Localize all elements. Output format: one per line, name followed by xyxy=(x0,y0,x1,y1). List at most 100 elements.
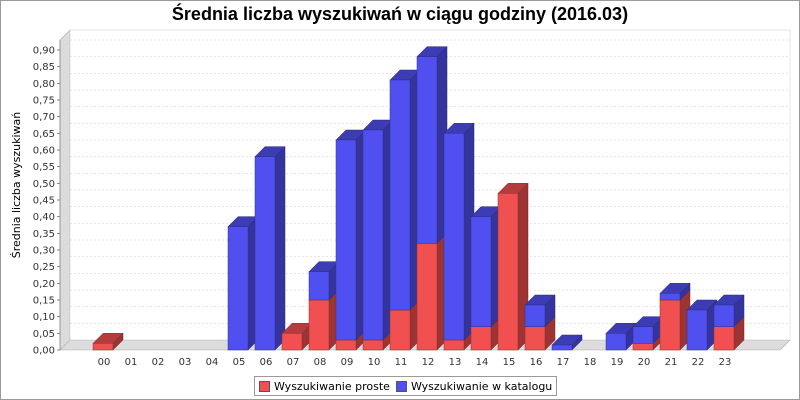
bar-front xyxy=(605,333,627,351)
x-tick-label: 14 xyxy=(476,357,489,368)
bar-segment xyxy=(524,294,556,328)
x-tick-label: 16 xyxy=(530,357,543,368)
bar-segment xyxy=(92,332,124,351)
x-tick-label: 20 xyxy=(638,357,651,368)
bar-front xyxy=(632,326,654,344)
x-tick-label: 02 xyxy=(152,357,165,368)
bar-segment xyxy=(416,46,448,244)
bar-front xyxy=(524,326,546,351)
y-tick-label: 0,15 xyxy=(33,296,55,307)
y-tick-label: 0,75 xyxy=(33,96,55,107)
y-tick-label: 0,65 xyxy=(33,129,55,140)
bar-front xyxy=(254,156,276,351)
bar-front xyxy=(362,129,384,341)
x-tick-label: 19 xyxy=(611,357,624,368)
x-tick-label: 10 xyxy=(368,357,381,368)
chart-title: Średnia liczba wyszukiwań w ciągu godzin… xyxy=(171,4,629,24)
x-tick-label: 06 xyxy=(260,357,273,368)
bar-segment xyxy=(335,129,367,341)
bar-front xyxy=(443,133,465,341)
bar-segment xyxy=(254,146,286,351)
y-tick-label: 0,50 xyxy=(33,179,55,190)
y-tick-label: 0,35 xyxy=(33,229,55,240)
bar-front xyxy=(416,243,438,351)
x-tick-label: 05 xyxy=(233,357,246,368)
x-tick-label: 00 xyxy=(98,357,111,368)
y-tick-label: 0,70 xyxy=(33,112,55,123)
y-tick-label: 0,20 xyxy=(33,279,55,290)
bar-segment xyxy=(308,261,340,301)
legend-item-simple: Wyszukiwanie proste xyxy=(259,380,390,393)
x-tick-label: 22 xyxy=(692,357,705,368)
y-tick-label: 0,60 xyxy=(33,146,55,157)
legend-swatch xyxy=(395,380,407,392)
y-tick-label: 0,30 xyxy=(33,246,55,257)
x-tick-label: 18 xyxy=(584,357,597,368)
x-tick-label: 21 xyxy=(665,357,678,368)
x-tick-label: 17 xyxy=(557,357,570,368)
bar-front xyxy=(416,56,438,244)
bar-segment xyxy=(659,282,691,301)
bar-front xyxy=(470,216,492,327)
y-tick-label: 0,45 xyxy=(33,196,55,207)
bar-segment xyxy=(362,119,394,341)
bar-segment xyxy=(416,232,448,351)
bar-front xyxy=(335,339,357,351)
bar-front xyxy=(308,299,330,351)
bar-segment xyxy=(470,206,502,328)
x-tick-label: 04 xyxy=(206,357,219,368)
bar-front xyxy=(389,79,411,311)
side-wall xyxy=(59,29,71,351)
legend: Wyszukiwanie proste Wyszukiwanie w katal… xyxy=(254,376,558,396)
bar-front xyxy=(713,304,735,327)
legend-label: Wyszukiwanie w katalogu xyxy=(410,379,553,393)
y-tick-label: 0,40 xyxy=(33,212,55,223)
bar-segment xyxy=(497,182,529,351)
x-tick-label: 11 xyxy=(395,357,408,368)
bar-front xyxy=(389,309,411,351)
y-tick-label: 0,10 xyxy=(33,312,55,323)
bar-front xyxy=(443,339,465,351)
bar-front xyxy=(308,271,330,301)
y-tick-label: 0,05 xyxy=(33,329,55,340)
bar-front xyxy=(686,309,708,351)
bar-segment xyxy=(443,122,475,341)
x-tick-label: 23 xyxy=(719,357,732,368)
bar-segment xyxy=(389,69,421,311)
y-tick-label: 0,80 xyxy=(33,79,55,90)
bar-segment xyxy=(551,334,583,351)
bar-side xyxy=(274,146,286,351)
legend-swatch xyxy=(259,380,270,392)
bar-front xyxy=(470,326,492,351)
y-tick-label: 0,25 xyxy=(33,262,55,273)
bar-segment xyxy=(686,299,718,351)
bar-front xyxy=(713,326,735,351)
y-tick-label: 0,00 xyxy=(33,346,55,357)
bar-front xyxy=(335,139,357,341)
bar-front xyxy=(551,344,573,351)
y-tick-label: 0,85 xyxy=(33,62,55,73)
legend-item-catalog: Wyszukiwanie w katalogu xyxy=(395,379,553,393)
bar-front xyxy=(659,293,681,301)
bar-segment xyxy=(713,294,745,328)
bar-front xyxy=(497,193,519,351)
x-tick-label: 07 xyxy=(287,357,300,368)
x-tick-label: 09 xyxy=(341,357,354,368)
bar-front xyxy=(632,343,654,351)
x-tick-label: 13 xyxy=(449,357,462,368)
y-tick-label: 0,90 xyxy=(33,46,55,57)
bar-front xyxy=(659,299,681,351)
legend-label: Wyszukiwanie proste xyxy=(274,379,390,393)
x-tick-label: 12 xyxy=(422,357,435,368)
bar-front xyxy=(524,304,546,327)
bar-segment xyxy=(227,216,259,351)
bar-front xyxy=(227,226,249,351)
bar-front xyxy=(92,343,114,351)
y-tick-label: 0,55 xyxy=(33,162,55,173)
x-tick-label: 15 xyxy=(503,357,516,368)
bar-front xyxy=(362,339,384,351)
bar-front xyxy=(281,333,303,351)
x-tick-label: 01 xyxy=(125,357,138,368)
x-tick-label: 08 xyxy=(314,357,327,368)
